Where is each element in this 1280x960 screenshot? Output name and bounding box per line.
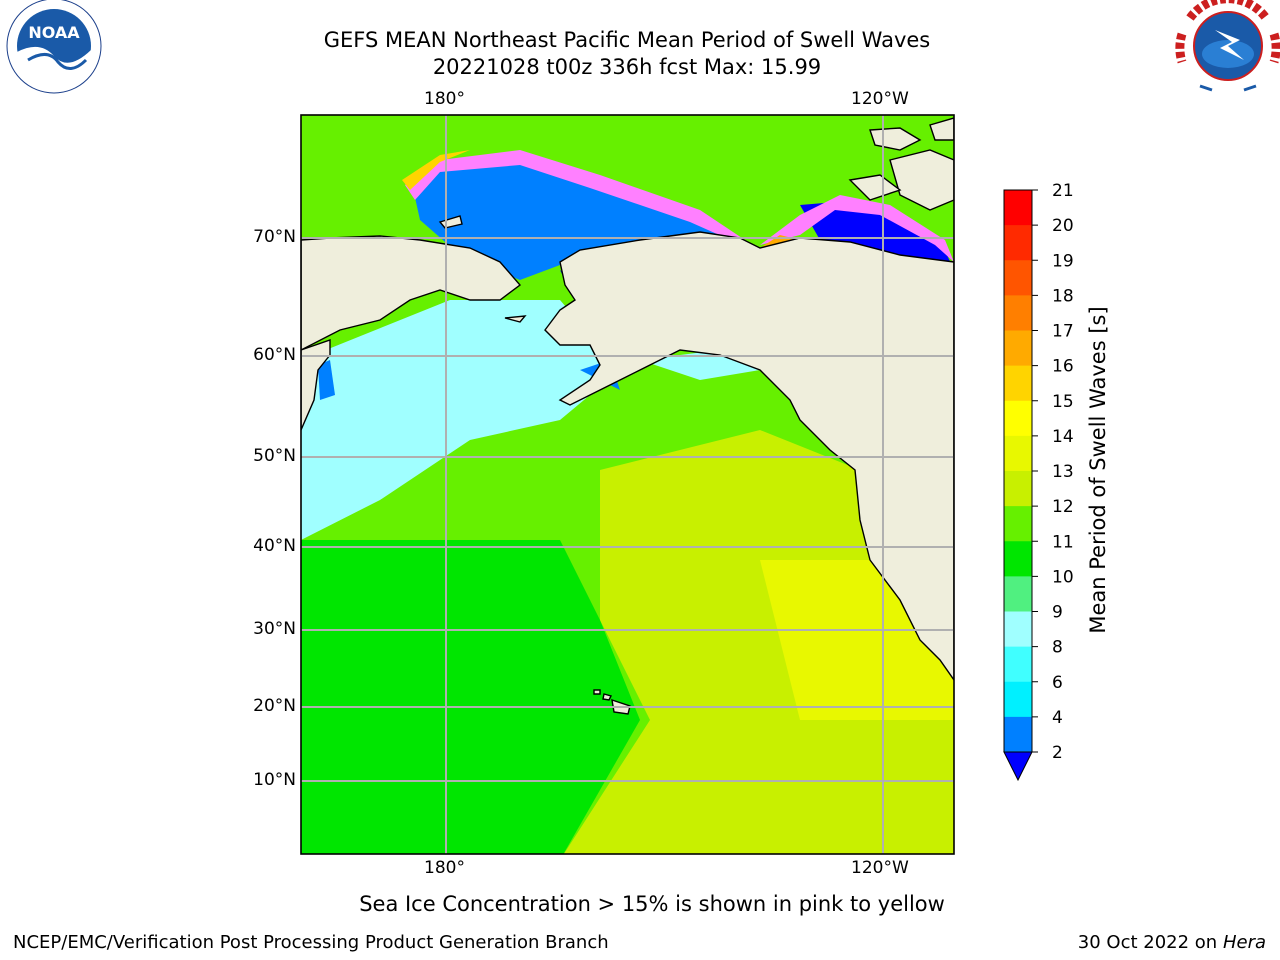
colorbar-tick-label: 16 — [1052, 357, 1074, 377]
footer-machine: Hera — [1222, 932, 1266, 953]
colorbar-tick-label: 15 — [1052, 392, 1074, 412]
lat-tick-10n: 10°N — [253, 770, 296, 790]
swell-period-field — [301, 115, 954, 854]
colorbar-tick-label: 12 — [1052, 497, 1074, 517]
noaa-logo — [8, 0, 102, 94]
lon-tick-bottom-180: 180° — [424, 858, 465, 878]
colorbar-segment — [1004, 611, 1032, 648]
nws-logo — [1180, 0, 1276, 96]
colorbar-segment — [1004, 400, 1032, 437]
sea-ice-note: Sea Ice Concentration > 15% is shown in … — [0, 891, 1280, 917]
footer-branch: NCEP/EMC/Verification Post Processing Pr… — [13, 932, 609, 953]
colorbar-tick-label: 18 — [1052, 286, 1074, 306]
colorbar-segment — [1004, 716, 1032, 753]
colorbar-segment — [1004, 576, 1032, 612]
colorbar-tick-label: 14 — [1052, 427, 1074, 447]
lat-tick-20n: 20°N — [253, 696, 296, 716]
colorbar-tick-label: 11 — [1052, 532, 1074, 552]
footer-date: 30 Oct 2022 on Hera — [1078, 932, 1266, 954]
colorbar-extend-triangle — [1003, 751, 1033, 782]
colorbar-segment — [1004, 506, 1032, 542]
graticule — [301, 115, 954, 854]
chart-title: GEFS MEAN Northeast Pacific Mean Period … — [323, 28, 931, 52]
colorbar-segment — [1004, 541, 1032, 577]
colorbar-segment — [1004, 225, 1032, 261]
colorbar-tick-label: 20 — [1052, 216, 1074, 236]
colorbar-tick-label: 4 — [1052, 708, 1063, 728]
colorbar-segment — [1004, 471, 1032, 507]
colorbar-tick-label: 10 — [1052, 567, 1074, 587]
lat-tick-50n: 50°N — [253, 446, 296, 466]
lon-tick-bottom-120w: 120°W — [851, 858, 909, 878]
colorbar-ticks: 21 20 19 18 17 16 15 14 13 12 11 10 9 8 6 4 2 — [1032, 181, 1074, 763]
colorbar-segment — [1004, 365, 1032, 402]
colorbar-segment — [1004, 435, 1032, 472]
colorbar — [1003, 189, 1033, 782]
nws-logo-icon — [1175, 0, 1280, 93]
lon-tick-top-120w: 120°W — [851, 89, 909, 109]
noaa-logo-icon: NOAA — [6, 0, 102, 94]
colorbar-tick-label: 6 — [1052, 673, 1063, 693]
lat-tick-70n: 70°N — [253, 227, 296, 247]
colorbar-segment — [1004, 295, 1032, 331]
colorbar-tick-label: 17 — [1052, 322, 1074, 342]
lat-tick-60n: 60°N — [253, 345, 296, 365]
colorbar-tick-label: 13 — [1052, 462, 1074, 482]
colorbar-tick-label: 21 — [1052, 181, 1074, 201]
lat-tick-30n: 30°N — [253, 619, 296, 639]
colorbar-segment — [1004, 330, 1032, 367]
land-masses — [301, 117, 954, 715]
footer-date-text: 30 Oct 2022 on — [1077, 932, 1223, 953]
colorbar-segment — [1004, 646, 1032, 683]
colorbar-tick-label: 9 — [1052, 603, 1063, 623]
map-frame — [300, 114, 955, 855]
chart-subtitle: 20221028 t00z 336h fcst Max: 15.99 — [432, 55, 822, 79]
noaa-logo-text: NOAA — [28, 23, 80, 42]
colorbar-label: Mean Period of Swell Waves [s] — [1086, 306, 1110, 634]
colorbar-segment — [1004, 260, 1032, 296]
colorbar-tick-label: 19 — [1052, 251, 1074, 271]
lon-tick-top-180: 180° — [424, 89, 465, 109]
colorbar-segment — [1004, 190, 1032, 226]
colorbar-tick-label: 8 — [1052, 638, 1063, 658]
colorbar-tick-label: 2 — [1052, 743, 1063, 763]
lat-tick-40n: 40°N — [253, 536, 296, 556]
colorbar-segment — [1004, 681, 1032, 718]
sea-ice-note-text: Sea Ice Concentration > 15% is shown in … — [359, 892, 945, 916]
